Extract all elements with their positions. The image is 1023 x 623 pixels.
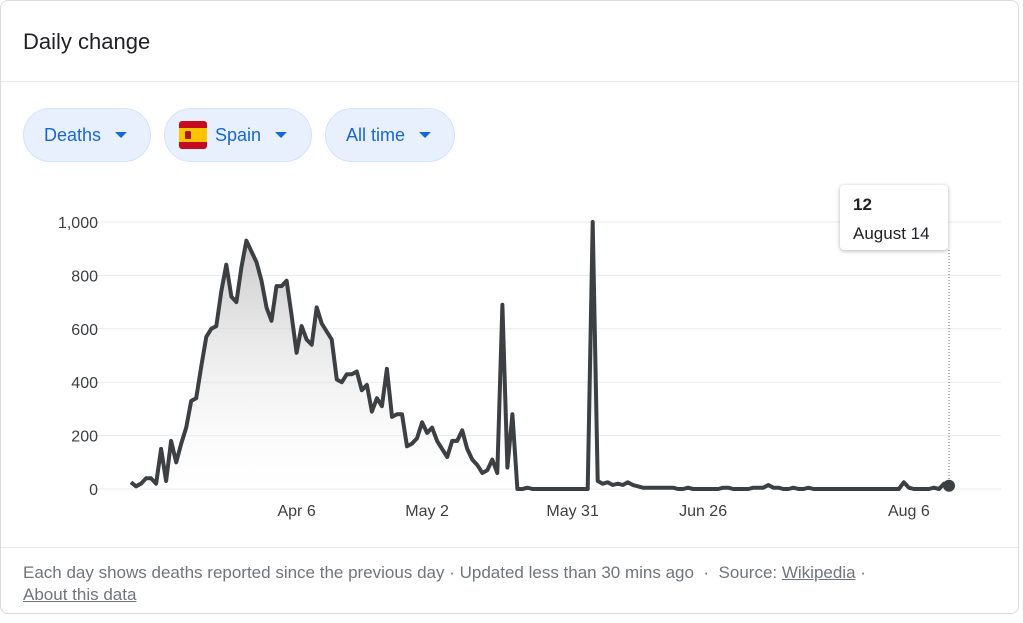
chevron-down-icon [419,132,432,138]
y-tick-label: 400 [71,375,98,392]
data-point-marker [943,479,955,492]
wikipedia-link[interactable]: Wikipedia [781,563,856,582]
metric-label: Deaths [44,124,102,145]
card-title: Daily change [23,29,151,54]
period-label: All time [346,124,406,145]
y-tick-label: 1,000 [58,215,98,232]
footer-text: Each day shows deaths reported since the… [23,562,993,606]
series-area [131,222,949,489]
footer-description: Each day shows deaths reported since the… [23,563,445,582]
footer-updated: Updated less than 30 mins ago [459,563,694,582]
footer-source-label: Source: [718,563,782,582]
chevron-down-icon [275,132,288,138]
y-tick-label: 0 [89,482,98,499]
period-dropdown[interactable]: All time [325,108,455,162]
region-dropdown[interactable]: Spain [164,108,312,162]
y-tick-label: 800 [71,268,98,285]
card-header: Daily change [1,1,1018,82]
region-label: Spain [215,124,262,145]
hover-tooltip: 12 August 14 [840,185,948,250]
tooltip-date: August 14 [853,224,930,243]
x-tick-label: Aug 6 [888,503,930,520]
spain-flag-icon [179,121,207,149]
x-tick-label: Apr 6 [277,503,315,520]
x-tick-label: Jun 26 [679,503,727,520]
daily-deaths-chart[interactable]: 0 200 400 600 800 1,000 Apr 6 May 2 May 31 Jun 26… [1,176,1018,541]
footer-separator: · [855,563,871,582]
card-footer: Each day shows deaths reported since the… [1,547,1018,604]
x-tick-label: May 2 [405,503,449,520]
tooltip-value: 12 [853,195,872,214]
about-data-link[interactable]: About this data [23,585,137,604]
y-tick-label: 600 [71,322,98,339]
x-tick-label: May 31 [546,503,599,520]
footer-separator: · [444,563,460,582]
chevron-down-icon [115,132,128,138]
footer-separator: · [693,563,719,582]
y-tick-label: 200 [71,429,98,446]
series-line [129,220,950,491]
metric-dropdown[interactable]: Deaths [23,108,151,162]
